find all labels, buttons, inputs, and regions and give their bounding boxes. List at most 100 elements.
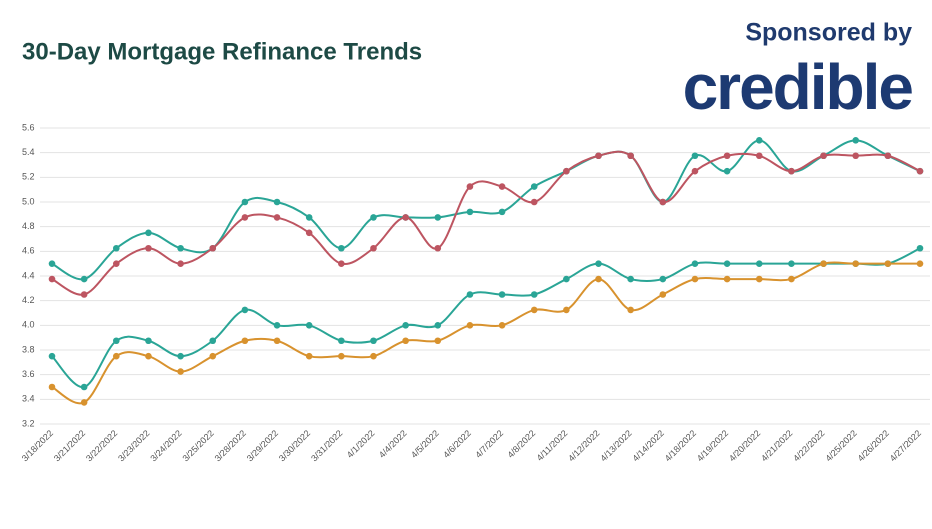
data-point [402, 322, 409, 329]
y-tick-label: 5.6 [22, 122, 35, 132]
x-tick-label: 4/25/2022 [823, 428, 858, 463]
data-point [434, 244, 442, 252]
data-point [338, 337, 345, 345]
data-point [466, 322, 474, 329]
x-tick-label: 3/22/2022 [84, 428, 119, 463]
data-point [916, 244, 924, 252]
x-tick-label: 3/31/2022 [309, 428, 344, 463]
data-point [241, 214, 249, 221]
data-point [723, 275, 731, 283]
x-tick-label: 4/14/2022 [631, 428, 666, 463]
x-tick-label: 4/18/2022 [663, 428, 698, 463]
data-point [177, 352, 184, 360]
data-point [820, 260, 827, 267]
chart-title: 30-Day Mortgage Refinance Trends [22, 38, 422, 65]
y-tick-label: 4.4 [22, 270, 35, 280]
data-point [305, 322, 313, 329]
x-tick-label: 4/13/2022 [598, 428, 633, 463]
data-point [498, 322, 506, 329]
data-point [723, 152, 731, 160]
data-point [402, 214, 409, 221]
x-tick-label: 4/12/2022 [566, 428, 601, 463]
y-tick-label: 4.0 [22, 320, 35, 330]
y-tick-label: 5.0 [22, 196, 35, 206]
x-tick-label: 4/8/2022 [505, 428, 537, 460]
data-point [788, 275, 795, 283]
data-point [563, 167, 570, 175]
data-point [627, 152, 634, 160]
data-point [112, 260, 120, 267]
data-point [691, 260, 699, 267]
x-tick-label: 4/7/2022 [473, 428, 505, 460]
y-tick-label: 3.6 [22, 369, 35, 379]
data-point [852, 137, 860, 144]
data-point [595, 152, 602, 160]
data-point [241, 198, 249, 206]
data-point [723, 260, 731, 267]
x-tick-label: 4/6/2022 [441, 428, 473, 460]
data-point [884, 260, 892, 267]
data-point [305, 214, 313, 221]
data-point [241, 337, 249, 345]
data-point [466, 291, 474, 298]
data-point [755, 260, 763, 267]
data-point [563, 275, 570, 283]
data-point [370, 337, 377, 345]
data-point [755, 275, 763, 283]
data-point [273, 322, 281, 329]
data-point [80, 383, 88, 391]
data-point [627, 275, 634, 283]
data-point [434, 337, 442, 345]
x-tick-label: 4/11/2022 [535, 428, 570, 463]
data-point [466, 208, 474, 216]
data-point [916, 167, 924, 175]
data-point [755, 137, 763, 144]
x-tick-label: 4/5/2022 [409, 428, 441, 460]
data-point [691, 275, 699, 283]
data-point [48, 383, 56, 391]
data-point [80, 275, 88, 283]
data-point [852, 152, 860, 160]
data-point [498, 183, 506, 190]
data-point [563, 306, 570, 314]
data-point [659, 291, 667, 298]
data-point [498, 291, 506, 298]
data-point [852, 260, 860, 267]
data-point [434, 214, 442, 221]
data-point [370, 244, 377, 252]
series-line [51, 247, 921, 389]
x-tick-label: 3/28/2022 [213, 428, 248, 463]
data-point [145, 244, 152, 252]
data-point [177, 368, 184, 375]
series-line [51, 139, 921, 281]
data-point [338, 244, 345, 252]
data-point [48, 275, 56, 283]
data-point [305, 229, 313, 237]
data-point [145, 229, 152, 237]
data-point [659, 198, 667, 206]
data-point [530, 306, 538, 314]
y-tick-label: 4.2 [22, 295, 35, 305]
series-line [51, 261, 920, 405]
data-point [209, 244, 217, 252]
data-point [209, 352, 217, 360]
data-point [434, 322, 442, 329]
data-point [305, 352, 313, 360]
data-point [338, 260, 345, 267]
data-point [338, 352, 345, 360]
data-point [530, 291, 538, 298]
data-point [595, 275, 602, 283]
data-point [273, 337, 281, 345]
data-point [916, 260, 924, 267]
x-tick-label: 3/24/2022 [148, 428, 183, 463]
data-point [80, 399, 88, 406]
x-tick-label: 3/18/2022 [20, 428, 55, 463]
data-point [820, 152, 827, 160]
y-tick-label: 5.4 [22, 147, 35, 157]
x-tick-label: 4/4/2022 [377, 428, 409, 460]
data-point [530, 198, 538, 206]
x-tick-label: 3/23/2022 [116, 428, 151, 463]
data-point [273, 198, 281, 206]
x-tick-label: 4/26/2022 [856, 428, 891, 463]
